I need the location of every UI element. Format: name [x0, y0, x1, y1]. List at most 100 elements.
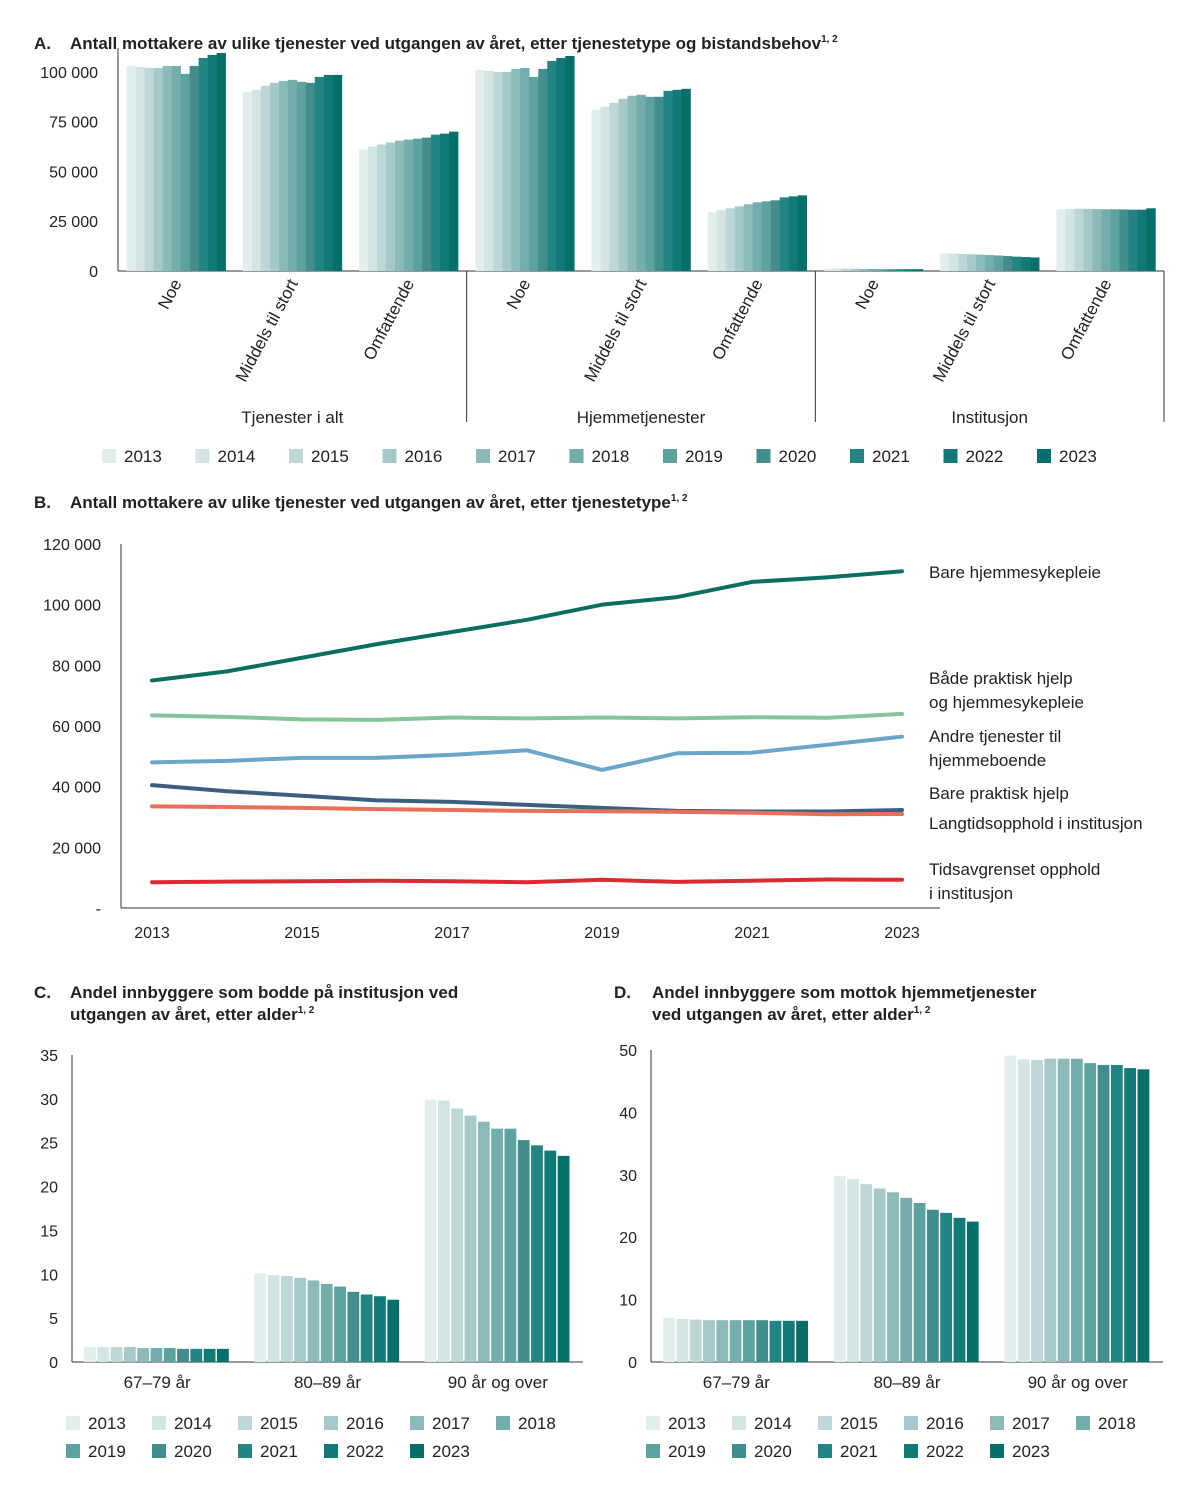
panel-a-legend-label-2015: 2015 — [311, 447, 349, 466]
panel-c-title-line-2: utgangen av året, etter alder1, 2 — [70, 1005, 315, 1024]
panel-d-bar-0-2017 — [716, 1320, 729, 1362]
panel-a-title: Antall mottakere av ulike tjenester ved … — [70, 34, 838, 53]
panel-b-series-label-6: Tidsavgrenset opphold — [929, 860, 1100, 879]
panel-d-legend-label-2023: 2023 — [1012, 1442, 1050, 1461]
panel-b-xtick-2021: 2021 — [734, 925, 770, 942]
panel-a-legend-label-2022: 2022 — [966, 447, 1004, 466]
panel-d-bar-2-2016 — [1044, 1058, 1057, 1362]
panel-b-ytick-80 000: 80 000 — [52, 658, 101, 675]
panel-b-series-label-1: Bare hjemmesykepleie — [929, 563, 1101, 582]
panel-a-ytick-100 000: 100 000 — [40, 65, 98, 82]
panel-a-bar-2-2-2013 — [1056, 209, 1066, 271]
panel-a-bar-2-2-2021 — [1128, 209, 1138, 271]
panel-a-bar-2-0-2023 — [913, 269, 924, 271]
panel-d-bar-2-2018 — [1071, 1058, 1083, 1362]
panel-d-ytick-30: 30 — [619, 1168, 637, 1185]
panel-a-bar-2-1-2017 — [976, 254, 986, 271]
panel-a-legend-swatch-2019 — [663, 449, 677, 463]
panel-d-bar-2-2013 — [1004, 1055, 1017, 1362]
panel-c-bar-0-2016 — [123, 1347, 136, 1362]
panel-a-bar-0-2-2023 — [449, 131, 459, 271]
panel-b-series-label-5: Langtidsopphold i institusjon — [929, 814, 1143, 833]
panel-c-legend-swatch-2016 — [324, 1416, 338, 1430]
panel-d-title-letter: D. — [614, 983, 631, 1002]
panel-d-legend-swatch-2015 — [818, 1416, 832, 1430]
panel-d-title-sup: 1, 2 — [914, 1005, 931, 1016]
panel-c-legend-label-2019: 2019 — [88, 1442, 126, 1461]
panel-d-legend-label-2017: 2017 — [1012, 1414, 1050, 1433]
panel-c-bar-1-2016 — [294, 1277, 307, 1362]
panel-b-ytick-60 000: 60 000 — [52, 719, 101, 736]
panel-a-bar-0-1-2014 — [251, 89, 262, 271]
panel-b-xtick-2013: 2013 — [134, 925, 170, 942]
panel-a-bar-1-0-2014 — [484, 70, 494, 271]
panel-c-bar-0-2023 — [217, 1348, 229, 1362]
panel-a-bar-1-0-2020 — [538, 68, 548, 271]
panel-a-bar-1-0-2019 — [529, 76, 539, 272]
panel-a-bar-2-2-2022 — [1137, 209, 1147, 271]
panel-d-bar-0-2019 — [742, 1320, 755, 1362]
panel-d-legend-swatch-2018 — [1076, 1416, 1090, 1430]
panel-c-bar-2-2016 — [464, 1115, 477, 1362]
panel-a-bar-1-1-2018 — [636, 94, 646, 272]
panel-a-bar-1-1-2021 — [663, 90, 673, 271]
panel-d-bar-2-2022 — [1124, 1068, 1137, 1362]
panel-c-bar-1-2015 — [280, 1276, 293, 1362]
panel-d-bar-2-2021 — [1110, 1064, 1123, 1362]
panel-b-xtick-2017: 2017 — [434, 925, 470, 942]
panel-a-bar-1-2-2022 — [788, 196, 799, 271]
panel-c-legend-swatch-2023 — [410, 1444, 424, 1458]
panel-c-bar-2-2022 — [544, 1150, 557, 1362]
panel-a-bar-1-1-2016 — [618, 98, 628, 271]
panel-d-bar-1-2022 — [953, 1217, 966, 1362]
panel-c-bar-2-2018 — [491, 1128, 503, 1362]
panel-c-bar-0-2022 — [203, 1348, 216, 1362]
panel-b-series-label-4: Bare praktisk hjelp — [929, 784, 1069, 803]
panel-a-bar-2-1-2015 — [958, 253, 968, 271]
panel-c-bar-0-2015 — [110, 1347, 123, 1362]
panel-a-legend-label-2017: 2017 — [498, 447, 536, 466]
panel-d-category-label: 80–89 år — [873, 1373, 940, 1392]
panel-b-xtick-2015: 2015 — [284, 925, 320, 942]
panel-d-legend-swatch-2013 — [646, 1416, 660, 1430]
panel-b-xtick-2019: 2019 — [584, 925, 620, 942]
panel-a-bar-0-1-2022 — [323, 74, 334, 272]
panel-c-legend-label-2018: 2018 — [518, 1414, 556, 1433]
panel-a-bar-0-2-2021 — [431, 134, 441, 271]
panel-c-bar-2-2015 — [451, 1108, 464, 1362]
panel-c-bar-0-2021 — [190, 1348, 203, 1362]
panel-a-category-label: Middels til stort — [581, 276, 651, 385]
panel-b-series-line-2 — [150, 711, 904, 722]
panel-a-bar-2-0-2015 — [841, 268, 852, 271]
panel-a-bar-0-0-2017 — [162, 65, 172, 271]
panel-d-bar-0-2022 — [782, 1320, 795, 1362]
panel-d-legend-swatch-2022 — [904, 1444, 918, 1458]
panel-d-category-label: 90 år og over — [1028, 1373, 1129, 1392]
panel-a-category-label: Middels til stort — [929, 276, 999, 385]
panel-d-bar-1-2015 — [860, 1184, 873, 1362]
panel-a-bar-1-1-2013 — [591, 109, 601, 272]
panel-a-bar-0-0-2021 — [198, 57, 208, 271]
panel-a-bar-2-2-2014 — [1065, 208, 1075, 271]
panel-c-category-label: 67–79 år — [124, 1373, 191, 1392]
panel-a-bar-2-2-2017 — [1092, 209, 1102, 271]
panel-a-bar-0-2-2020 — [422, 137, 432, 271]
panel-a-legend-label-2023: 2023 — [1059, 447, 1097, 466]
panel-d-legend-swatch-2021 — [818, 1444, 832, 1458]
panel-a-group-label: Tjenester i alt — [241, 408, 343, 427]
panel-c-bar-2-2020 — [517, 1140, 530, 1362]
panel-a-category-label: Noe — [503, 276, 534, 312]
panel-c-legend-label-2015: 2015 — [260, 1414, 298, 1433]
panel-a-bar-0-1-2016 — [269, 82, 280, 271]
panel-a-bar-1-0-2023 — [565, 55, 575, 272]
panel-d-legend-swatch-2020 — [732, 1444, 746, 1458]
panel-a-legend-label-2016: 2016 — [405, 447, 443, 466]
panel-a-bar-0-0-2014 — [135, 66, 145, 271]
panel-a-bar-0-2-2016 — [386, 142, 396, 271]
panel-a-bar-1-0-2022 — [556, 57, 566, 271]
panel-a-bar-0-1-2021 — [314, 76, 325, 272]
panel-a-bar-2-1-2014 — [949, 253, 959, 271]
panel-d-bar-1-2019 — [913, 1202, 926, 1362]
panel-a-legend-swatch-2023 — [1037, 449, 1051, 463]
